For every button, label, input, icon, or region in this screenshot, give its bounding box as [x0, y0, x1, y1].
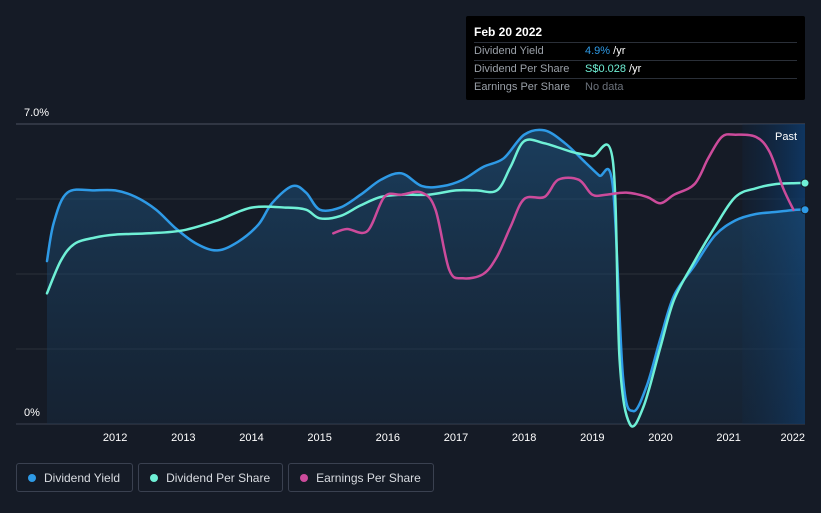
tooltip-value: 4.9% — [585, 45, 611, 57]
legend-dot-icon — [150, 473, 159, 482]
tooltip-suffix: /yr — [610, 45, 626, 57]
legend-label: Dividend Yield — [44, 470, 121, 485]
x-tick-label: 2019 — [580, 432, 604, 444]
x-tick-label: 2018 — [512, 432, 536, 444]
series-area-0 — [47, 129, 805, 425]
tooltip-row-earnings-per-share: Earnings Per Share No data — [474, 78, 797, 96]
tooltip-suffix: /yr — [625, 63, 642, 75]
tooltip-row-dividend-per-share: Dividend Per Share S$0.028 /yr — [474, 60, 797, 78]
tooltip-row-dividend-yield: Dividend Yield 4.9% /yr — [474, 42, 797, 60]
series-line-2 — [332, 133, 795, 280]
x-tick-label: 2021 — [716, 432, 740, 444]
y-tick-label-bottom: 0% — [24, 407, 40, 419]
series-end-marker-1 — [800, 178, 810, 188]
chart-legend: Dividend Yield Dividend Per Share Earnin… — [16, 463, 434, 492]
tooltip-panel: Feb 20 2022 Dividend Yield 4.9% /yr Divi… — [466, 16, 805, 100]
tooltip-date: Feb 20 2022 — [474, 25, 543, 39]
tooltip-label: Earnings Per Share — [474, 81, 570, 93]
x-tick-label: 2012 — [103, 432, 127, 444]
series-end-marker-0 — [800, 205, 810, 215]
y-tick-label-top: 7.0% — [24, 107, 49, 119]
legend-item-dividend-per-share[interactable]: Dividend Per Share — [138, 463, 284, 492]
x-tick-label: 2017 — [444, 432, 468, 444]
x-tick-label: 2014 — [239, 432, 263, 444]
legend-dot-icon — [28, 473, 36, 482]
x-tick-label: 2022 — [781, 432, 805, 444]
series-line-1 — [45, 138, 807, 428]
legend-label: Earnings Per Share — [316, 470, 421, 485]
legend-item-dividend-yield[interactable]: Dividend Yield — [16, 463, 134, 492]
x-tick-label: 2015 — [307, 432, 331, 444]
series-line-0 — [45, 128, 807, 413]
tooltip-value: S$0.028 — [585, 63, 626, 75]
legend-item-earnings-per-share[interactable]: Earnings Per Share — [288, 463, 434, 492]
past-label: Past — [775, 131, 797, 143]
tooltip-label: Dividend Per Share — [474, 63, 570, 75]
x-tick-label: 2020 — [648, 432, 672, 444]
x-tick-label: 2013 — [171, 432, 195, 444]
tooltip-value: No data — [585, 81, 624, 93]
x-tick-label: 2016 — [376, 432, 400, 444]
tooltip-label: Dividend Yield — [474, 45, 544, 57]
legend-dot-icon — [300, 473, 309, 482]
legend-label: Dividend Per Share — [166, 470, 271, 485]
